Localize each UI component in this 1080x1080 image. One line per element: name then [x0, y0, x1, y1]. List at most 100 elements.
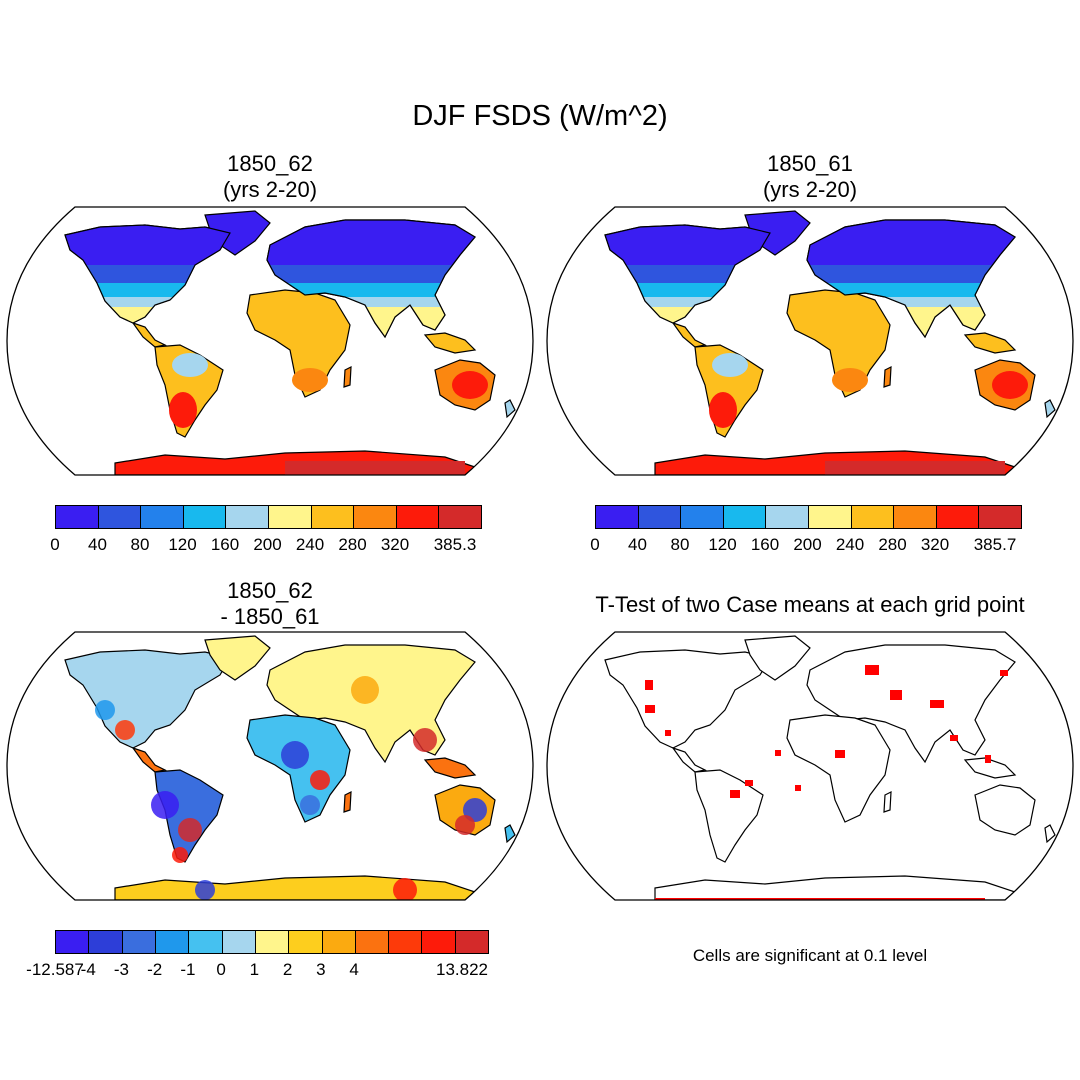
- land-antarctica: [654, 875, 1017, 900]
- panel-4-title-line1: T-Test of two Case means at each grid po…: [595, 592, 1025, 617]
- land-madagascar: [883, 791, 892, 813]
- cb3-swatch: [289, 931, 323, 953]
- difference-anomaly: [310, 770, 330, 790]
- difference-anomaly: [393, 878, 417, 900]
- cb1-swatch: [183, 506, 227, 528]
- cb3-tick-label: -12.587: [26, 960, 84, 979]
- antarctica-peak: [825, 461, 1005, 475]
- cb2-swatch: [638, 506, 682, 528]
- land-nz: [1044, 399, 1056, 419]
- cb3-tick-label: 3: [316, 960, 326, 979]
- amazon-low-irradiance: [712, 353, 748, 377]
- difference-anomaly: [151, 791, 179, 819]
- significant-cell: [745, 780, 753, 786]
- land-nz: [504, 399, 516, 419]
- cb1-swatch: [311, 506, 355, 528]
- cb2-swatch: [979, 506, 1021, 528]
- cb1-tick-label: 280: [338, 535, 367, 554]
- cb1-swatch: [268, 506, 312, 528]
- land-africa: [786, 289, 891, 398]
- cb1-tick-label: 80: [130, 535, 150, 554]
- significant-cell: [730, 790, 740, 798]
- panel-2-title-line2: (yrs 2-20): [762, 177, 858, 202]
- difference-anomaly: [455, 815, 475, 835]
- significant-cell: [775, 750, 781, 756]
- cb1-tick-label: 240: [295, 535, 325, 554]
- cb2-swatch: [808, 506, 852, 528]
- significant-cell: [835, 750, 845, 758]
- land-madagascar: [883, 366, 892, 388]
- difference-anomaly: [95, 700, 115, 720]
- cb3-swatch: [155, 931, 190, 953]
- cb1-tick-label: 0: [50, 535, 60, 554]
- cb3-tick-label: 4: [349, 960, 359, 979]
- south-america-high-irradiance: [169, 392, 197, 428]
- south-africa-high-irradiance: [292, 368, 328, 392]
- cb3-tick-label: -4: [80, 960, 96, 979]
- difference-anomaly: [195, 880, 215, 900]
- cb2-tick-label: 240: [835, 535, 865, 554]
- difference-anomaly: [413, 728, 437, 752]
- map-border: [546, 631, 1074, 901]
- australia-high-irradiance: [992, 371, 1028, 399]
- cb3-swatch: [222, 931, 256, 953]
- significant-cell: [865, 665, 879, 675]
- cb3-tick-label: 1: [249, 960, 260, 979]
- cb2-swatch: [681, 506, 724, 528]
- australia-high-irradiance: [452, 371, 488, 399]
- cb2-swatch: [894, 506, 937, 528]
- difference-anomaly: [300, 795, 320, 815]
- land-samerica: [694, 769, 764, 863]
- cb3-swatch: [255, 931, 290, 953]
- significant-cell: [950, 735, 958, 741]
- land-madagascar: [343, 791, 352, 813]
- land-madagascar: [343, 366, 352, 388]
- cb3-swatch: [89, 931, 123, 953]
- south-america-high-irradiance: [709, 392, 737, 428]
- cb1-tick-label: 385.3: [433, 535, 477, 554]
- land-camerica: [131, 746, 167, 773]
- cb1-swatch: [439, 506, 481, 528]
- difference-anomaly: [281, 741, 309, 769]
- cb3-tick-label: 0: [216, 960, 226, 979]
- map-border: [6, 631, 534, 901]
- significant-cell: [665, 730, 671, 736]
- map-panel-1850-61: [546, 206, 1074, 476]
- cb2-swatch: [851, 506, 895, 528]
- panel-1-title-line1: 1850_62: [227, 151, 313, 176]
- significant-cell: [645, 680, 653, 690]
- colorbar-difference: [55, 930, 489, 954]
- cb1-swatch: [56, 506, 99, 528]
- significant-cell: [795, 785, 801, 791]
- cb1-tick-label: 160: [210, 535, 240, 554]
- land-africa: [246, 289, 351, 398]
- cb3-swatch: [189, 931, 223, 953]
- cb2-tick-label: 160: [750, 535, 780, 554]
- cb1-swatch: [354, 506, 397, 528]
- latitude-band: [65, 245, 475, 265]
- land-seasia: [963, 332, 1017, 354]
- significant-cell: [985, 755, 991, 763]
- cb1-tick-label: 40: [88, 535, 107, 554]
- cb2-tick-label: 0: [590, 535, 600, 554]
- panel-2-title: 1850_61 (yrs 2-20): [710, 151, 910, 203]
- difference-anomaly: [351, 676, 379, 704]
- land-nz: [504, 824, 516, 844]
- land-camerica: [671, 746, 707, 773]
- amazon-low-irradiance: [172, 353, 208, 377]
- significant-cell: [645, 705, 655, 713]
- cb2-tick-label: 280: [878, 535, 907, 554]
- cb3-swatch: [56, 931, 90, 953]
- colorbar-1850-62: [55, 505, 482, 529]
- antarctica-peak: [285, 461, 465, 475]
- panel-2-title-line1: 1850_61: [767, 151, 853, 176]
- cb3-tick-label: -1: [180, 960, 196, 979]
- cb2-tick-label: 80: [670, 535, 690, 554]
- map-border: [6, 206, 534, 476]
- cb2-tick-label: 200: [793, 535, 822, 554]
- latitude-band: [605, 245, 1015, 265]
- panel-1-title: 1850_62 (yrs 2-20): [170, 151, 370, 203]
- land-namerica: [604, 649, 771, 749]
- cb3-swatch: [389, 931, 423, 953]
- significance-note: Cells are significant at 0.1 level: [692, 946, 928, 965]
